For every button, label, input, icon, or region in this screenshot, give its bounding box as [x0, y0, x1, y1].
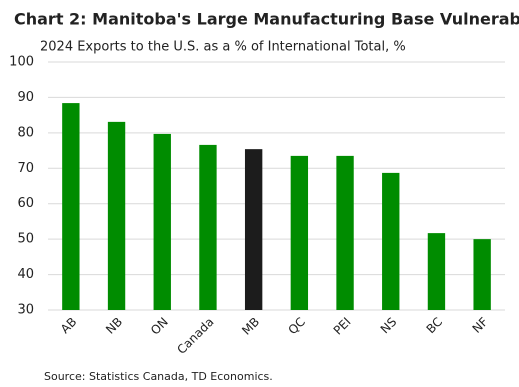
x-tick-label: BC	[424, 315, 446, 337]
x-tick-label: PEI	[331, 315, 354, 338]
x-tick-label: ON	[148, 315, 171, 338]
bar	[62, 103, 80, 311]
x-tick-label: MB	[239, 315, 262, 338]
chart-subtitle: 2024 Exports to the U.S. as a % of Inter…	[40, 40, 406, 55]
x-tick-label: NB	[103, 315, 125, 337]
y-tick-label: 90	[17, 90, 34, 105]
bar	[336, 155, 354, 310]
bar	[153, 133, 171, 310]
x-tick-label: NF	[470, 315, 491, 336]
source-note: Source: Statistics Canada, TD Economics.	[44, 370, 273, 383]
y-tick-label: 60	[17, 196, 34, 211]
x-tick-label: AB	[58, 315, 80, 337]
y-tick-label: 80	[17, 125, 34, 140]
x-tick-label: NS	[378, 315, 400, 337]
bar	[107, 121, 126, 310]
chart-title: Chart 2: Manitoba's Large Manufacturing …	[14, 10, 519, 29]
bar	[473, 239, 491, 310]
bar	[290, 155, 309, 310]
y-tick-label: 50	[17, 232, 34, 247]
y-tick-label: 40	[17, 267, 34, 282]
bar	[199, 144, 217, 310]
y-tick-label: 30	[17, 303, 34, 318]
bar	[427, 233, 446, 310]
x-tick-label: Canada	[174, 315, 216, 357]
y-tick-label: 70	[17, 161, 34, 176]
bar	[382, 172, 400, 310]
x-tick-label: QC	[285, 315, 308, 338]
bar	[244, 149, 263, 310]
y-tick-label: 100	[9, 55, 34, 70]
